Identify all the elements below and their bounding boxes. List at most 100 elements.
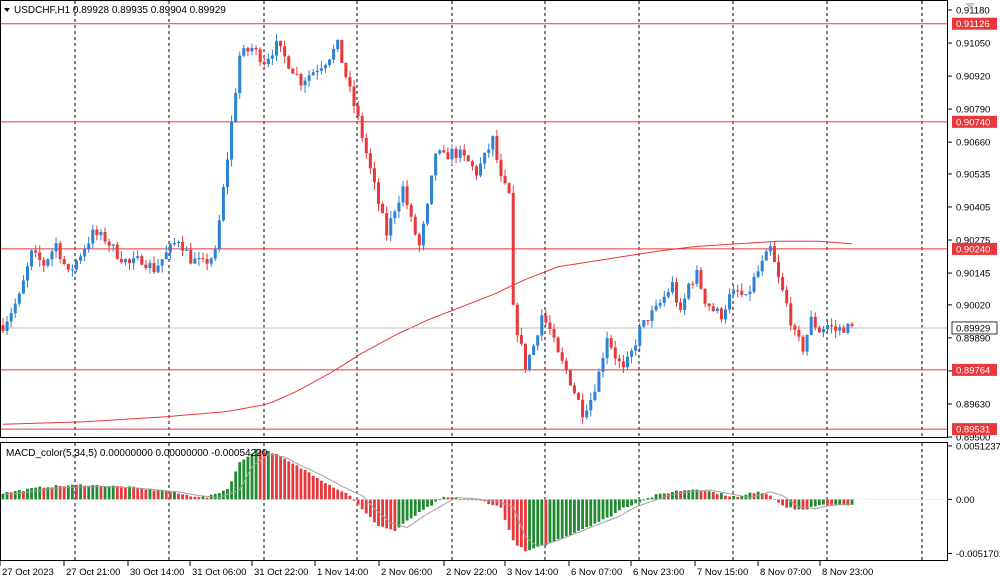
candle[interactable]: [201, 252, 205, 263]
candle[interactable]: [764, 249, 768, 261]
candle[interactable]: [523, 343, 527, 373]
candle[interactable]: [360, 112, 364, 142]
candle[interactable]: [197, 251, 201, 267]
candle[interactable]: [9, 307, 13, 328]
candle[interactable]: [54, 237, 58, 259]
candle[interactable]: [687, 282, 691, 301]
candle[interactable]: [66, 263, 70, 273]
candle[interactable]: [295, 66, 299, 76]
candle[interactable]: [458, 145, 462, 163]
candle[interactable]: [348, 71, 352, 93]
candle[interactable]: [115, 241, 119, 261]
candle[interactable]: [634, 339, 638, 356]
candle[interactable]: [772, 241, 776, 263]
candle[interactable]: [515, 302, 519, 343]
candle[interactable]: [617, 354, 621, 368]
candle[interactable]: [34, 245, 38, 258]
candle[interactable]: [181, 236, 185, 256]
candle[interactable]: [25, 262, 29, 288]
candle[interactable]: [136, 250, 140, 261]
candle[interactable]: [707, 303, 711, 312]
candle[interactable]: [850, 322, 854, 328]
candle[interactable]: [736, 284, 740, 298]
candle[interactable]: [474, 164, 478, 181]
candle[interactable]: [168, 242, 172, 260]
candle[interactable]: [164, 245, 168, 260]
candle[interactable]: [450, 144, 454, 165]
candle[interactable]: [344, 62, 348, 79]
candle[interactable]: [119, 251, 123, 264]
candle[interactable]: [319, 61, 323, 75]
candle[interactable]: [821, 325, 825, 338]
candle[interactable]: [589, 393, 593, 417]
candle[interactable]: [752, 272, 756, 294]
candle[interactable]: [454, 146, 458, 164]
candle[interactable]: [564, 357, 568, 375]
candle[interactable]: [95, 225, 99, 241]
candle[interactable]: [495, 129, 499, 164]
candle[interactable]: [466, 154, 470, 162]
candle[interactable]: [377, 178, 381, 212]
candle[interactable]: [642, 319, 646, 329]
candle[interactable]: [413, 213, 417, 236]
candle[interactable]: [144, 259, 148, 270]
candle[interactable]: [842, 325, 846, 334]
candle[interactable]: [323, 63, 327, 73]
candle[interactable]: [250, 43, 254, 56]
candle[interactable]: [540, 309, 544, 342]
candle[interactable]: [817, 325, 821, 333]
candle[interactable]: [560, 347, 564, 364]
candle[interactable]: [674, 277, 678, 307]
candle[interactable]: [487, 143, 491, 158]
candle[interactable]: [74, 259, 78, 273]
candle[interactable]: [209, 256, 213, 267]
candle[interactable]: [421, 221, 425, 251]
candle[interactable]: [83, 245, 87, 262]
candle[interactable]: [826, 320, 830, 333]
candle[interactable]: [254, 45, 258, 56]
candle[interactable]: [372, 161, 376, 190]
candle[interactable]: [242, 44, 246, 58]
candle[interactable]: [1, 318, 5, 334]
candle[interactable]: [683, 294, 687, 315]
candle[interactable]: [107, 238, 111, 252]
candle[interactable]: [364, 133, 368, 159]
candle[interactable]: [507, 182, 511, 194]
candle[interactable]: [785, 285, 789, 307]
candle[interactable]: [556, 336, 560, 353]
candle[interactable]: [442, 144, 446, 154]
candle[interactable]: [397, 195, 401, 218]
candle[interactable]: [744, 293, 748, 296]
candle[interactable]: [679, 298, 683, 313]
candle[interactable]: [626, 351, 630, 370]
candle[interactable]: [597, 368, 601, 393]
candle[interactable]: [79, 253, 83, 264]
candle[interactable]: [613, 340, 617, 366]
candle[interactable]: [217, 214, 221, 253]
candle[interactable]: [258, 47, 262, 67]
candle[interactable]: [409, 203, 413, 222]
candle[interactable]: [234, 88, 238, 124]
candle[interactable]: [805, 334, 809, 356]
candle[interactable]: [797, 325, 801, 342]
candle[interactable]: [332, 44, 336, 64]
collapse-triangle-icon[interactable]: [4, 8, 10, 12]
candle[interactable]: [483, 152, 487, 169]
candle[interactable]: [691, 281, 695, 289]
candle[interactable]: [462, 144, 466, 162]
candle[interactable]: [13, 298, 17, 318]
candle[interactable]: [572, 382, 576, 395]
candle[interactable]: [230, 115, 234, 167]
candle[interactable]: [719, 307, 723, 323]
candle[interactable]: [393, 209, 397, 225]
candle[interactable]: [793, 323, 797, 336]
candle[interactable]: [809, 310, 813, 336]
candle[interactable]: [593, 384, 597, 402]
candle[interactable]: [291, 68, 295, 74]
candle[interactable]: [434, 153, 438, 181]
candle[interactable]: [638, 323, 642, 352]
candle[interactable]: [128, 258, 132, 271]
candle[interactable]: [491, 135, 495, 157]
candle[interactable]: [609, 334, 613, 350]
candle[interactable]: [846, 322, 850, 335]
